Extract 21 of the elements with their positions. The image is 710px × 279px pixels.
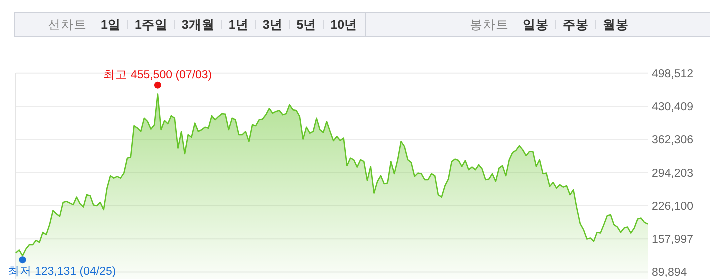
y-tick-label: 226,100: [652, 200, 694, 213]
y-tick-label: 157,997: [652, 234, 694, 246]
text: 1년: [228, 18, 249, 32]
text: 5년: [296, 18, 317, 32]
annotation: 최고 455,500 (07/03): [104, 69, 212, 82]
text: 일봉: [523, 18, 549, 32]
text: 월봉: [603, 18, 629, 32]
y-tick-label: 362,306: [652, 134, 694, 147]
text: 3개월: [182, 18, 215, 32]
y-tick-label: 294,203: [652, 168, 694, 180]
text: 10년: [330, 18, 358, 32]
text: 3년: [262, 18, 283, 32]
annotation: 최저 123,131 (04/25): [8, 266, 116, 278]
text: 봉차트: [470, 18, 509, 32]
text: 1일: [101, 18, 121, 32]
text: 1주일: [134, 18, 168, 32]
y-tick-label: 498,512: [652, 68, 694, 80]
text: 주봉: [563, 18, 589, 32]
y-tick-label: 430,409: [652, 102, 694, 114]
y-tick-label: 89,894: [652, 267, 688, 279]
text: 선차트: [48, 18, 87, 32]
